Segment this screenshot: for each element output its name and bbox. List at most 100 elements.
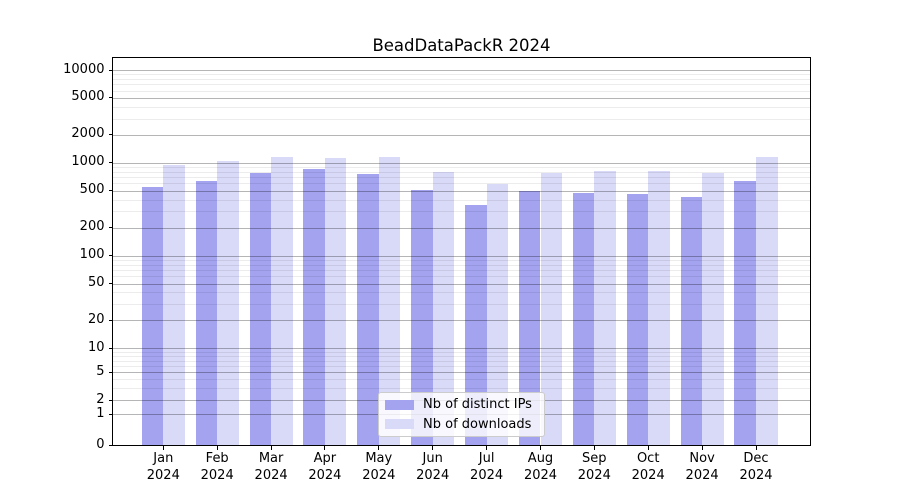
y-tick-label: 5000 xyxy=(71,89,105,105)
gridline-minor xyxy=(113,90,810,92)
gridline-minor xyxy=(113,167,810,168)
y-tick-mark xyxy=(108,162,113,164)
y-tick-mark xyxy=(108,283,113,284)
y-tick-label: 10000 xyxy=(63,61,105,77)
y-tick-label: 2000 xyxy=(71,126,105,142)
gridline-minor xyxy=(113,304,810,305)
gridline-minor xyxy=(113,171,810,173)
gridline-minor xyxy=(113,106,810,108)
y-tick-label: 200 xyxy=(79,219,105,235)
x-tick-mark xyxy=(701,446,703,450)
x-tick-label-nov: Nov 2024 xyxy=(685,451,719,483)
gridline-minor xyxy=(113,366,810,367)
gridline-major xyxy=(113,320,810,322)
x-tick-label-jun: Jun 2024 xyxy=(416,451,450,483)
gridline-minor xyxy=(113,177,810,179)
y-tick-mark xyxy=(108,134,113,136)
y-tick-mark xyxy=(108,347,113,349)
x-tick-label-aug: Aug 2024 xyxy=(523,451,558,483)
gridline-minor xyxy=(113,74,810,76)
y-tick-label: 500 xyxy=(79,182,105,198)
y-tick-mark xyxy=(108,399,113,401)
x-tick-mark xyxy=(540,446,541,450)
x-tick-label-may: May 2024 xyxy=(362,451,396,483)
bar-may-downloads xyxy=(378,157,401,445)
x-tick-label-jul: Jul 2024 xyxy=(470,451,504,483)
legend-swatch-distinct-ips xyxy=(385,399,414,411)
gridline-minor xyxy=(113,356,810,357)
gridline-minor xyxy=(113,79,810,80)
x-tick-label-mar: Mar 2024 xyxy=(254,451,288,483)
bar-feb-distinct-ips xyxy=(195,181,218,445)
bar-jun-distinct-ips xyxy=(411,189,433,445)
gridline-minor xyxy=(113,276,810,278)
y-tick-label: 5 xyxy=(96,363,105,379)
gridline-minor xyxy=(113,292,810,294)
gridline-major xyxy=(113,190,810,192)
gridline-minor xyxy=(113,387,810,389)
y-tick-label: 50 xyxy=(87,275,105,290)
x-tick-label-feb: Feb 2024 xyxy=(200,451,234,483)
gridline-minor xyxy=(113,379,810,381)
y-tick-mark xyxy=(108,371,113,373)
y-tick-mark xyxy=(108,255,113,256)
gridline-major xyxy=(113,348,810,350)
gridline-major xyxy=(113,162,810,164)
bar-feb-downloads xyxy=(217,161,239,445)
gridline-major xyxy=(113,134,810,136)
gridline-minor xyxy=(113,259,810,261)
gridline-major xyxy=(113,70,810,71)
gridline-minor xyxy=(113,351,810,353)
x-tick-mark xyxy=(755,446,757,450)
bar-may-distinct-ips xyxy=(357,173,379,445)
gridline-minor xyxy=(113,84,810,86)
y-tick-mark xyxy=(108,319,113,321)
bar-mar-distinct-ips xyxy=(249,172,272,445)
legend-label-distinct-ips: Nb of distinct IPs xyxy=(423,397,532,413)
x-tick-mark xyxy=(270,446,272,450)
bar-apr-distinct-ips xyxy=(303,168,325,445)
bar-aug-distinct-ips xyxy=(518,191,541,445)
y-tick-label: 0 xyxy=(96,436,105,452)
bar-nov-distinct-ips xyxy=(680,196,703,445)
bar-oct-downloads xyxy=(648,171,670,445)
gridline-major xyxy=(113,283,810,285)
bar-sep-distinct-ips xyxy=(572,192,595,445)
bar-aug-downloads xyxy=(540,172,563,445)
x-tick-label-dec: Dec 2024 xyxy=(739,451,773,483)
bar-jan-distinct-ips xyxy=(141,186,164,445)
legend: Nb of distinct IPs Nb of downloads xyxy=(378,392,545,437)
bar-nov-downloads xyxy=(702,172,724,445)
plot-area xyxy=(112,57,811,446)
y-tick-mark xyxy=(108,190,113,192)
bar-jul-distinct-ips xyxy=(465,205,487,445)
x-tick-mark xyxy=(486,446,488,450)
bar-mar-downloads xyxy=(271,157,293,445)
y-tick-mark xyxy=(108,444,113,446)
gridline-minor xyxy=(113,199,810,201)
y-tick-label: 100 xyxy=(79,247,105,262)
gridline-major xyxy=(113,227,810,229)
y-tick-label: 1000 xyxy=(71,154,105,170)
bar-dec-downloads xyxy=(756,157,778,445)
gridline-major xyxy=(113,97,810,99)
bar-oct-distinct-ips xyxy=(626,194,649,445)
x-tick-mark xyxy=(324,446,326,450)
y-tick-label: 2 xyxy=(96,391,105,407)
bar-apr-downloads xyxy=(324,158,347,445)
bar-sep-downloads xyxy=(594,171,616,445)
bar-jan-downloads xyxy=(163,164,185,445)
legend-swatch-downloads xyxy=(385,418,414,430)
chart-title: BeadDataPackR 2024 xyxy=(372,36,551,55)
x-tick-label-jan: Jan 2024 xyxy=(146,451,180,483)
x-tick-mark xyxy=(432,446,434,450)
x-tick-label-apr: Apr 2024 xyxy=(308,451,342,483)
bar-jun-downloads xyxy=(432,172,455,445)
y-tick-label: 1 xyxy=(96,405,105,421)
x-tick-mark xyxy=(378,446,380,450)
bar-jul-downloads xyxy=(486,183,509,445)
gridline-minor xyxy=(113,269,810,271)
x-tick-label-oct: Oct 2024 xyxy=(631,451,665,483)
x-tick-mark xyxy=(216,446,218,450)
